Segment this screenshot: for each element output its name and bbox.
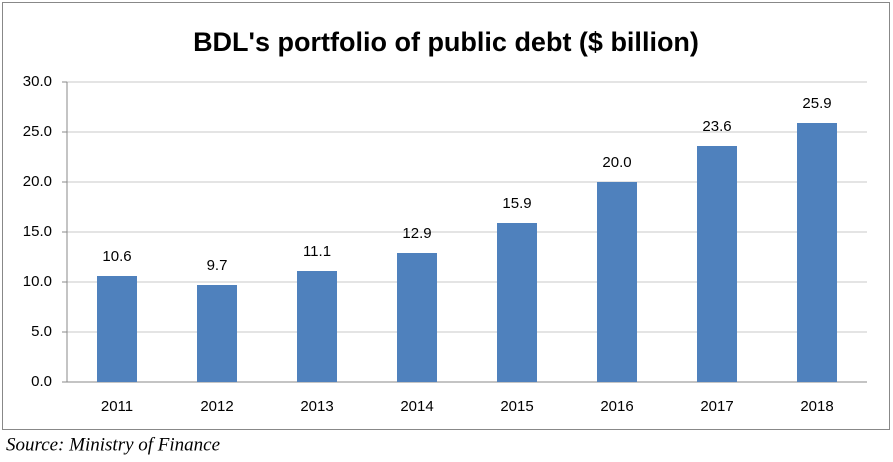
data-label: 10.6 [102,248,131,265]
x-tick-label: 2012 [200,398,233,415]
x-tick-label: 2014 [400,398,433,415]
x-tick-label: 2017 [700,398,733,415]
bar [97,276,137,382]
bar [697,146,737,382]
bar [197,285,237,382]
x-tick-label: 2013 [300,398,333,415]
x-tick-label: 2011 [101,398,133,415]
bar [497,223,537,382]
data-label: 12.9 [402,225,431,242]
bar [397,253,437,382]
y-tick-label: 0.0 [31,373,52,390]
data-label: 20.0 [602,154,631,171]
chart-title: BDL's portfolio of public debt ($ billio… [193,27,699,57]
bar [297,271,337,382]
x-tick-label: 2016 [600,398,633,415]
data-label: 15.9 [502,195,531,212]
y-tick-label: 5.0 [31,323,52,340]
y-tick-label: 10.0 [23,273,52,290]
chart-border [2,2,890,430]
y-tick-label: 20.0 [23,173,52,190]
bar [597,182,637,382]
y-tick-label: 15.0 [23,223,52,240]
x-tick-label: 2018 [800,398,833,415]
x-tick-label: 2015 [500,398,533,415]
data-label: 9.7 [207,257,228,274]
source-note: Source: Ministry of Finance [6,434,220,455]
y-tick-label: 25.0 [23,123,52,140]
data-label: 11.1 [303,243,331,260]
y-tick-label: 30.0 [23,73,52,90]
data-label: 23.6 [702,118,731,135]
bar [797,123,837,382]
data-label: 25.9 [802,95,831,112]
